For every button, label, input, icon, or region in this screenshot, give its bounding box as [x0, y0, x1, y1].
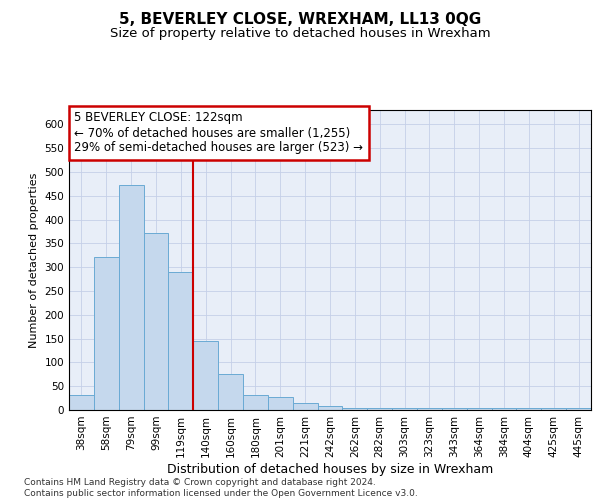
Bar — [467, 408, 491, 410]
Bar — [566, 408, 591, 410]
Bar — [293, 403, 317, 410]
Bar — [417, 408, 442, 410]
Bar — [119, 185, 143, 410]
X-axis label: Distribution of detached houses by size in Wrexham: Distribution of detached houses by size … — [167, 462, 493, 475]
Bar — [169, 272, 193, 410]
Text: 5, BEVERLEY CLOSE, WREXHAM, LL13 0QG: 5, BEVERLEY CLOSE, WREXHAM, LL13 0QG — [119, 12, 481, 28]
Bar — [367, 408, 392, 410]
Bar — [392, 408, 417, 410]
Bar — [491, 408, 517, 410]
Bar — [94, 256, 119, 410]
Bar — [517, 408, 541, 410]
Bar — [69, 395, 94, 410]
Text: 5 BEVERLEY CLOSE: 122sqm
← 70% of detached houses are smaller (1,255)
29% of sem: 5 BEVERLEY CLOSE: 122sqm ← 70% of detach… — [74, 112, 363, 154]
Bar — [442, 408, 467, 410]
Text: Contains HM Land Registry data © Crown copyright and database right 2024.
Contai: Contains HM Land Registry data © Crown c… — [24, 478, 418, 498]
Bar — [268, 396, 293, 410]
Bar — [243, 395, 268, 410]
Bar — [218, 374, 243, 410]
Bar — [143, 233, 169, 410]
Bar — [193, 342, 218, 410]
Bar — [541, 408, 566, 410]
Bar — [317, 406, 343, 410]
Bar — [343, 408, 367, 410]
Y-axis label: Number of detached properties: Number of detached properties — [29, 172, 39, 348]
Text: Size of property relative to detached houses in Wrexham: Size of property relative to detached ho… — [110, 28, 490, 40]
